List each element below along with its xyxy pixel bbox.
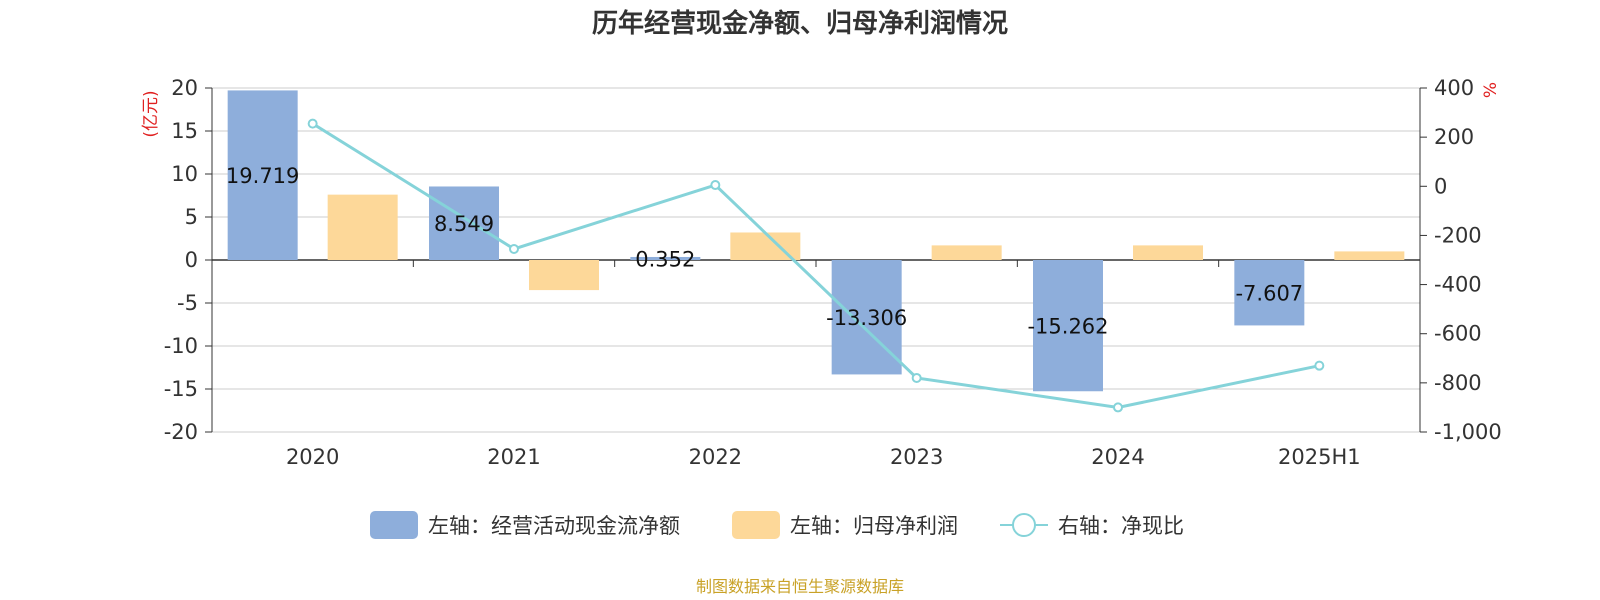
right-tick-label: -400: [1434, 273, 1482, 297]
category-label: 2020: [286, 445, 339, 469]
left-tick-label: -10: [164, 334, 198, 358]
bar: [630, 256, 701, 260]
legend-label: 右轴：净现比: [1058, 514, 1184, 538]
right-tick-label: -200: [1434, 223, 1482, 247]
ratio-line: [307, 118, 1325, 413]
bar: [1334, 251, 1405, 260]
category-label: 2023: [890, 445, 943, 469]
ratio-point: [911, 372, 922, 383]
chart-title: 历年经营现金净额、归母净利润情况: [592, 8, 1008, 39]
category-label: 2021: [487, 445, 540, 469]
left-tick-label: 15: [171, 119, 198, 143]
ratio-point: [710, 180, 721, 191]
bar-value-label: 0.352: [635, 247, 695, 271]
bar: [1033, 260, 1103, 392]
ratio-point: [307, 118, 318, 129]
left-tick-label: -5: [177, 291, 198, 315]
bar: [227, 90, 298, 261]
left-tick-label: 5: [185, 205, 198, 229]
ratio-point: [1113, 402, 1123, 413]
data-labels: 19.719 8.549 0.352 -13.306 -15.262 -7.607: [226, 164, 1303, 338]
right-tick-label: 200: [1434, 125, 1474, 149]
legend-swatch: [732, 511, 780, 539]
category-label: 2022: [689, 445, 742, 469]
bar: [429, 186, 499, 260]
left-tick-label: 10: [171, 162, 198, 186]
axes: 20 15 10 5 0 -5 -10 -15 -20 400 200 0 -200 -400 -600 -8…: [141, 76, 1502, 469]
bar-value-label: 19.719: [226, 164, 299, 188]
right-tick-label: 0: [1434, 174, 1447, 198]
bars: [227, 90, 1405, 392]
left-axis-unit: (亿元): [141, 90, 161, 137]
bar-value-label: -7.607: [1235, 282, 1303, 306]
source-note: 制图数据来自恒生聚源数据库: [696, 577, 904, 596]
legend-swatch: [370, 511, 418, 539]
category-label: 2024: [1091, 445, 1144, 469]
right-tick-label: -600: [1434, 322, 1482, 346]
left-tick-label: 0: [185, 248, 198, 272]
legend-label: 左轴：经营活动现金流净额: [428, 514, 680, 538]
category-label: 2025H1: [1278, 445, 1361, 469]
bar: [931, 245, 1002, 260]
ratio-point: [509, 243, 519, 254]
ratio-point: [1314, 360, 1325, 371]
bar: [529, 260, 599, 291]
left-tick-label: -15: [164, 377, 198, 401]
right-axis-unit: %: [1481, 82, 1501, 98]
right-tick-label: -1,000: [1434, 420, 1502, 444]
bar-value-label: -15.262: [1027, 315, 1108, 339]
right-tick-label: 400: [1434, 76, 1474, 100]
bar: [327, 194, 398, 260]
legend: 左轴：经营活动现金流净额 左轴：归母净利润 右轴：净现比: [370, 511, 1184, 539]
bar: [831, 260, 902, 375]
left-tick-label: 20: [171, 76, 198, 100]
bar: [1133, 245, 1203, 260]
legend-label: 左轴：归母净利润: [790, 514, 958, 538]
bar-value-label: 8.549: [434, 212, 494, 236]
legend-marker: [1012, 513, 1036, 537]
bar: [1234, 260, 1305, 326]
ratio-line-path: [311, 122, 1320, 409]
left-tick-label: -20: [164, 420, 198, 444]
right-tick-label: -800: [1434, 371, 1482, 395]
bar-value-label: -13.306: [826, 306, 907, 330]
